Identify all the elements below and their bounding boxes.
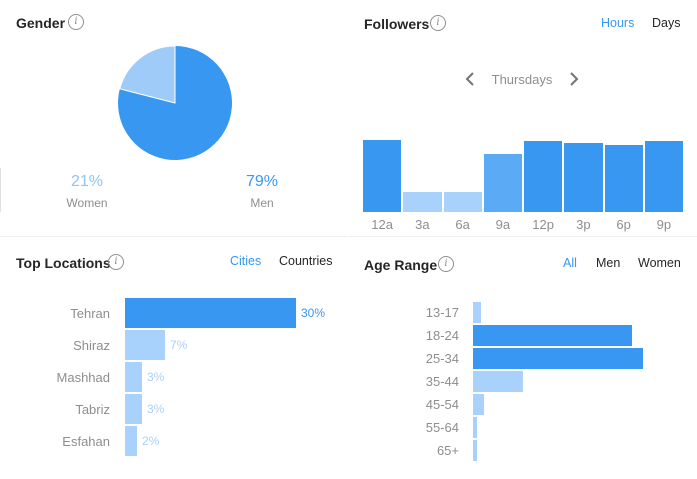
followers-axis: 12a 3a 6a 9a 12p 3p 6p 9p bbox=[362, 217, 684, 233]
men-label: Men bbox=[250, 196, 274, 210]
age-bar bbox=[473, 394, 484, 415]
age-label: 25-34 bbox=[425, 351, 459, 366]
followers-axis-label: 3p bbox=[576, 217, 591, 232]
location-bar bbox=[125, 426, 137, 456]
location-bar bbox=[125, 298, 296, 328]
followers-bar bbox=[524, 141, 563, 212]
divider bbox=[0, 168, 1, 212]
chevron-left-icon[interactable] bbox=[464, 71, 476, 87]
followers-bar bbox=[443, 192, 482, 212]
location-value: 2% bbox=[142, 434, 160, 448]
location-bar bbox=[125, 362, 142, 392]
info-icon[interactable]: i bbox=[430, 15, 446, 31]
women-percentage: 21% bbox=[70, 173, 104, 190]
age-label: 35-44 bbox=[425, 374, 459, 389]
followers-title: Followers bbox=[364, 16, 430, 32]
followers-axis-label: 3a bbox=[415, 217, 430, 232]
followers-bar bbox=[483, 154, 523, 212]
location-value: 3% bbox=[147, 370, 165, 384]
followers-axis-label: 12a bbox=[371, 217, 393, 232]
location-value: 30% bbox=[301, 306, 326, 320]
age-bar bbox=[473, 417, 477, 438]
location-label: Tehran bbox=[70, 306, 110, 321]
info-icon[interactable]: i bbox=[68, 14, 84, 30]
followers-bar bbox=[403, 192, 442, 212]
top-locations-title: Top Locations bbox=[16, 255, 111, 271]
toggle-countries[interactable]: Countries bbox=[279, 254, 333, 268]
location-label: Esfahan bbox=[62, 434, 110, 449]
gender-title: Gender bbox=[16, 15, 66, 31]
followers-bar-chart bbox=[362, 140, 684, 212]
info-icon[interactable]: i bbox=[438, 256, 454, 272]
age-bar bbox=[473, 371, 523, 392]
followers-axis-label: 9p bbox=[656, 217, 672, 232]
followers-bar bbox=[644, 141, 684, 212]
locations-bar-chart: Tehran 30% Shiraz 7% Mashhad 3% Tabriz 3% Esfaha… bbox=[0, 298, 348, 464]
divider bbox=[0, 236, 348, 237]
day-label: Thursdays bbox=[491, 72, 553, 87]
followers-axis-label: 6a bbox=[455, 217, 470, 232]
followers-axis-label: 6p bbox=[616, 217, 631, 232]
followers-bar bbox=[604, 145, 643, 212]
toggle-women[interactable]: Women bbox=[638, 256, 681, 270]
age-label: 13-17 bbox=[425, 305, 459, 320]
pie-slice-women bbox=[119, 45, 176, 104]
toggle-hours[interactable]: Hours bbox=[601, 16, 635, 30]
info-icon[interactable]: i bbox=[108, 254, 124, 270]
toggle-days[interactable]: Days bbox=[652, 16, 681, 30]
age-bar bbox=[473, 325, 632, 346]
toggle-cities[interactable]: Cities bbox=[230, 254, 262, 268]
location-label: Mashhad bbox=[56, 370, 110, 385]
women-label: Women bbox=[66, 196, 108, 210]
men-percentage: 79% bbox=[245, 173, 279, 190]
age-label: 55-64 bbox=[425, 420, 459, 435]
age-bar bbox=[473, 440, 477, 461]
followers-axis-label: 9a bbox=[495, 217, 511, 232]
location-label: Tabriz bbox=[75, 402, 110, 417]
age-bar bbox=[473, 348, 643, 369]
age-bar bbox=[473, 302, 481, 323]
location-value: 3% bbox=[147, 402, 165, 416]
gender-pie-chart bbox=[118, 45, 232, 160]
age-label: 65+ bbox=[436, 443, 459, 458]
age-label: 18-24 bbox=[425, 328, 459, 343]
toggle-all[interactable]: All bbox=[563, 256, 577, 270]
location-bar bbox=[125, 330, 165, 360]
location-value: 7% bbox=[170, 338, 188, 352]
toggle-men[interactable]: Men bbox=[596, 256, 621, 270]
followers-axis-label: 12p bbox=[532, 217, 554, 232]
followers-bar bbox=[363, 140, 402, 212]
age-bar-chart: 13-17 18-24 25-34 35-44 45-54 55-64 65+ bbox=[349, 300, 697, 464]
location-label: Shiraz bbox=[73, 338, 110, 353]
chevron-right-icon[interactable] bbox=[568, 71, 580, 87]
age-range-title: Age Range bbox=[364, 257, 438, 273]
age-label: 45-54 bbox=[425, 397, 459, 412]
divider bbox=[349, 236, 697, 237]
followers-bar bbox=[564, 143, 603, 212]
location-bar bbox=[125, 394, 142, 424]
